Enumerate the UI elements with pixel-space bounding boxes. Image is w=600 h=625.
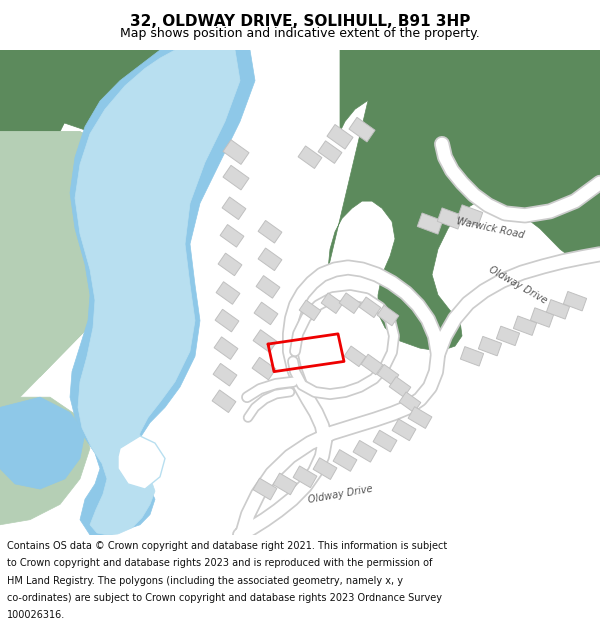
Text: Map shows position and indicative extent of the property.: Map shows position and indicative extent… xyxy=(120,27,480,40)
Polygon shape xyxy=(392,419,416,441)
Polygon shape xyxy=(514,316,536,336)
Polygon shape xyxy=(293,466,317,488)
Polygon shape xyxy=(333,449,357,471)
Polygon shape xyxy=(214,337,238,359)
Polygon shape xyxy=(215,309,239,332)
Polygon shape xyxy=(373,430,397,452)
Polygon shape xyxy=(258,248,282,271)
Polygon shape xyxy=(0,397,85,489)
Polygon shape xyxy=(0,50,170,132)
Polygon shape xyxy=(220,50,600,535)
Polygon shape xyxy=(273,473,297,495)
Polygon shape xyxy=(457,205,483,226)
Polygon shape xyxy=(223,166,249,190)
Polygon shape xyxy=(437,208,463,229)
Polygon shape xyxy=(0,397,90,525)
Polygon shape xyxy=(216,282,240,304)
Polygon shape xyxy=(299,300,321,321)
Polygon shape xyxy=(222,197,246,219)
Text: to Crown copyright and database rights 2023 and is reproduced with the permissio: to Crown copyright and database rights 2… xyxy=(7,558,433,568)
Text: Oldway Drive: Oldway Drive xyxy=(487,264,549,306)
Text: 32, OLDWAY DRIVE, SOLIHULL, B91 3HP: 32, OLDWAY DRIVE, SOLIHULL, B91 3HP xyxy=(130,14,470,29)
Polygon shape xyxy=(353,441,377,462)
Polygon shape xyxy=(339,293,361,314)
Polygon shape xyxy=(377,305,399,326)
Polygon shape xyxy=(328,50,600,351)
Polygon shape xyxy=(478,336,502,356)
Polygon shape xyxy=(313,458,337,479)
Polygon shape xyxy=(318,141,342,163)
Text: Oldway Drive: Oldway Drive xyxy=(307,484,373,505)
Polygon shape xyxy=(377,364,399,385)
Polygon shape xyxy=(321,293,343,314)
Polygon shape xyxy=(218,253,242,276)
Polygon shape xyxy=(253,330,277,352)
Polygon shape xyxy=(417,213,443,234)
Polygon shape xyxy=(75,50,240,535)
Polygon shape xyxy=(399,392,421,412)
Polygon shape xyxy=(344,346,366,367)
Polygon shape xyxy=(547,299,569,319)
Polygon shape xyxy=(0,132,155,408)
Polygon shape xyxy=(223,140,249,164)
Polygon shape xyxy=(408,407,432,428)
Polygon shape xyxy=(327,124,353,149)
Polygon shape xyxy=(213,363,237,386)
Polygon shape xyxy=(252,357,276,380)
Polygon shape xyxy=(298,146,322,169)
Polygon shape xyxy=(212,390,236,412)
Polygon shape xyxy=(0,50,90,377)
Polygon shape xyxy=(349,118,375,142)
Polygon shape xyxy=(563,291,587,311)
Polygon shape xyxy=(389,377,411,398)
Polygon shape xyxy=(258,221,282,243)
Polygon shape xyxy=(530,308,554,328)
Polygon shape xyxy=(100,50,250,116)
Polygon shape xyxy=(220,224,244,247)
Polygon shape xyxy=(256,276,280,298)
Polygon shape xyxy=(496,326,520,346)
Polygon shape xyxy=(340,50,600,172)
Text: 100026316.: 100026316. xyxy=(7,610,65,620)
Text: Warwick Road: Warwick Road xyxy=(455,217,525,241)
Text: HM Land Registry. The polygons (including the associated geometry, namely x, y: HM Land Registry. The polygons (includin… xyxy=(7,576,403,586)
Text: co-ordinates) are subject to Crown copyright and database rights 2023 Ordnance S: co-ordinates) are subject to Crown copyr… xyxy=(7,592,442,602)
Polygon shape xyxy=(0,132,155,377)
Polygon shape xyxy=(118,436,165,489)
Polygon shape xyxy=(359,297,381,318)
Text: Contains OS data © Crown copyright and database right 2021. This information is : Contains OS data © Crown copyright and d… xyxy=(7,541,448,551)
Polygon shape xyxy=(253,478,277,500)
Polygon shape xyxy=(460,347,484,366)
Polygon shape xyxy=(254,302,278,325)
Polygon shape xyxy=(420,50,600,264)
Polygon shape xyxy=(0,50,90,377)
Polygon shape xyxy=(361,354,383,375)
Polygon shape xyxy=(70,50,255,535)
